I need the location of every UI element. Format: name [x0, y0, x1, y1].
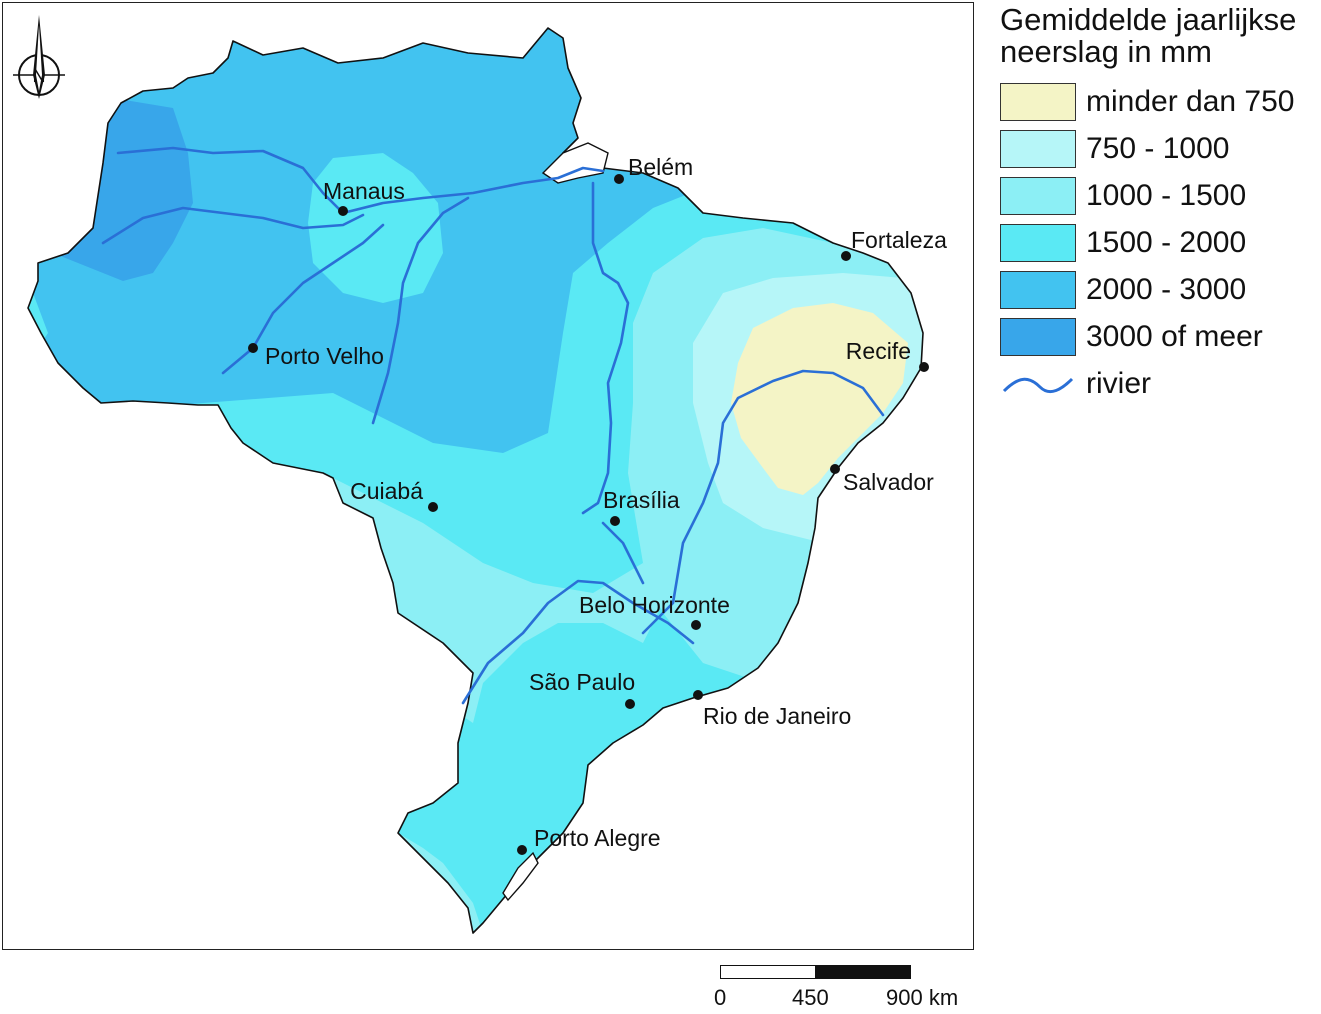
city-label: Salvador — [843, 469, 934, 495]
scale-label-900: 900 km — [886, 985, 959, 1010]
city-label: Manaus — [323, 178, 405, 204]
river-tapajos — [371, 196, 470, 425]
river-xingu — [581, 181, 630, 515]
legend-label: 1500 - 2000 — [1086, 225, 1247, 259]
legend-label: 2000 - 3000 — [1086, 272, 1247, 306]
city-marker: Belo Horizonte — [579, 592, 730, 630]
river-tocantins — [601, 521, 645, 585]
legend-river-label: rivier — [1086, 366, 1151, 400]
marajo-island — [541, 142, 609, 184]
city-label: Porto Alegre — [534, 825, 661, 851]
north-label: N — [33, 66, 46, 86]
legend-item: minder dan 750 — [1000, 78, 1320, 125]
rivers — [101, 146, 885, 705]
legend-item: 750 - 1000 — [1000, 125, 1320, 172]
city-marker: Belém — [614, 154, 693, 184]
legend-label: 750 - 1000 — [1086, 131, 1230, 165]
legend-item: 3000 of meer — [1000, 313, 1320, 360]
city-marker: Porto Alegre — [517, 825, 661, 855]
legend-river-row: rivier — [1000, 360, 1320, 407]
city-dot — [919, 362, 929, 372]
river-sao-francisco — [641, 369, 885, 635]
city-dot — [338, 206, 348, 216]
city-marker: Manaus — [323, 178, 405, 216]
city-dot — [517, 845, 527, 855]
city-dot — [693, 690, 703, 700]
lagoa-dos-patos — [502, 851, 539, 902]
city-dot — [691, 620, 701, 630]
city-marker: Recife — [846, 338, 929, 372]
north-arrow-icon: N — [13, 15, 65, 99]
legend-title-line1: Gemiddelde jaarlijkse — [1000, 2, 1297, 37]
city-marker: Cuiabá — [350, 478, 438, 512]
city-label: Recife — [846, 338, 911, 364]
city-dot — [830, 464, 840, 474]
zone-3000-or-more — [28, 93, 193, 281]
legend-swatch — [1000, 82, 1076, 121]
legend-item: 1000 - 1500 — [1000, 172, 1320, 219]
city-label: São Paulo — [529, 669, 635, 695]
legend-swatch — [1000, 223, 1076, 262]
city-label: Belém — [628, 154, 693, 180]
city-marker: Rio de Janeiro — [693, 690, 851, 729]
city-dot — [428, 502, 438, 512]
city-dot — [248, 343, 258, 353]
scale-segment-white — [720, 965, 816, 979]
zone-less-than-750 — [731, 303, 908, 495]
legend-swatch — [1000, 317, 1076, 356]
legend-label: 3000 of meer — [1086, 319, 1263, 353]
city-label: Belo Horizonte — [579, 592, 730, 618]
city-marker: Salvador — [830, 464, 934, 495]
city-dot — [614, 174, 624, 184]
city-marker: Fortaleza — [841, 227, 947, 261]
city-marker: Porto Velho — [248, 343, 384, 369]
city-label: Brasília — [603, 487, 680, 513]
legend-swatch — [1000, 270, 1076, 309]
river-amazon — [116, 146, 605, 215]
scale-label-0: 0 — [714, 985, 727, 1010]
legend-label: minder dan 750 — [1086, 84, 1295, 118]
precipitation-map: Manaus Belém Fortaleza Recife Porto Velho Sal… — [13, 15, 947, 934]
city-marker: São Paulo — [529, 669, 635, 709]
legend-label: 1000 - 1500 — [1086, 178, 1247, 212]
city-label: Porto Velho — [265, 343, 384, 369]
city-dot — [610, 516, 620, 526]
map-frame: Manaus Belém Fortaleza Recife Porto Velho Sal… — [2, 2, 974, 950]
legend-item: 1500 - 2000 — [1000, 219, 1320, 266]
city-label: Cuiabá — [350, 478, 423, 504]
river-solimoes — [101, 206, 365, 245]
legend-swatch — [1000, 176, 1076, 215]
river-line-icon — [1002, 377, 1074, 393]
scale-label-450: 450 — [792, 985, 829, 1010]
legend-swatch — [1000, 129, 1076, 168]
legend-title-line2: neerslag in mm — [1000, 34, 1212, 69]
legend-classes: minder dan 750 750 - 1000 1000 - 1500 1500 … — [1000, 78, 1320, 360]
legend-item: 2000 - 3000 — [1000, 266, 1320, 313]
scale-bar: 0 450 900 km — [714, 965, 980, 1013]
city-label: Fortaleza — [851, 227, 947, 253]
cities: Manaus Belém Fortaleza Recife Porto Velho Sal… — [248, 154, 947, 855]
legend: Gemiddelde jaarlijkse neerslag in mm min… — [1000, 4, 1320, 407]
precipitation-zones — [28, 28, 923, 933]
city-label: Rio de Janeiro — [703, 703, 851, 729]
city-dot — [841, 251, 851, 261]
river-parana — [461, 579, 695, 705]
city-marker: Brasília — [603, 487, 680, 526]
scale-segment-black — [815, 965, 911, 979]
city-dot — [625, 699, 635, 709]
legend-title: Gemiddelde jaarlijkse neerslag in mm — [1000, 4, 1320, 68]
